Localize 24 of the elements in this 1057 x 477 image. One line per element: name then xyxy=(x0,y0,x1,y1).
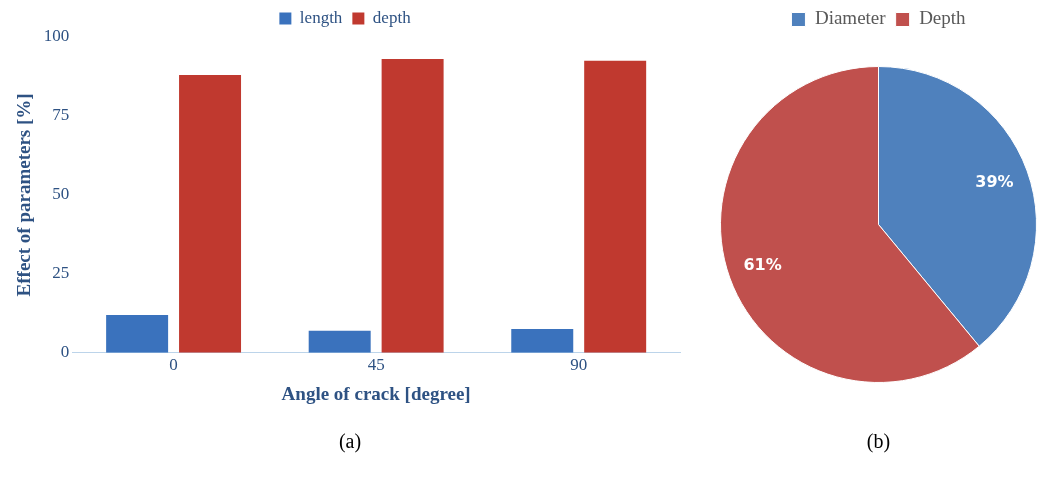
legend-label: Diameter xyxy=(814,7,887,29)
data-label: 39% xyxy=(975,171,1014,191)
data-label: 61% xyxy=(743,255,782,275)
bar xyxy=(511,329,574,353)
bar xyxy=(584,60,647,353)
bar xyxy=(308,330,371,353)
x-tick-label: 45 xyxy=(367,355,385,375)
text: (b) xyxy=(865,430,892,453)
legend-label: length xyxy=(299,7,343,27)
bar xyxy=(381,59,444,353)
bar xyxy=(179,74,242,353)
x-axis-title: Angle of crack [degree] xyxy=(281,382,471,404)
x-tick-label: 90 xyxy=(570,355,588,375)
y-tick-label: 75 xyxy=(52,105,70,125)
y-tick-label: 50 xyxy=(52,184,70,204)
legend-label: Depth xyxy=(919,7,967,29)
bar xyxy=(106,314,169,353)
y-tick-label: 25 xyxy=(52,263,70,283)
legend-label: depth xyxy=(372,7,412,27)
y-tick-label: 0 xyxy=(60,342,70,362)
text: (a) xyxy=(337,430,363,453)
x-tick-label: 0 xyxy=(169,355,178,375)
y-axis-title: Effect of parameters [%] xyxy=(13,93,35,297)
y-tick-label: 100 xyxy=(43,26,70,46)
